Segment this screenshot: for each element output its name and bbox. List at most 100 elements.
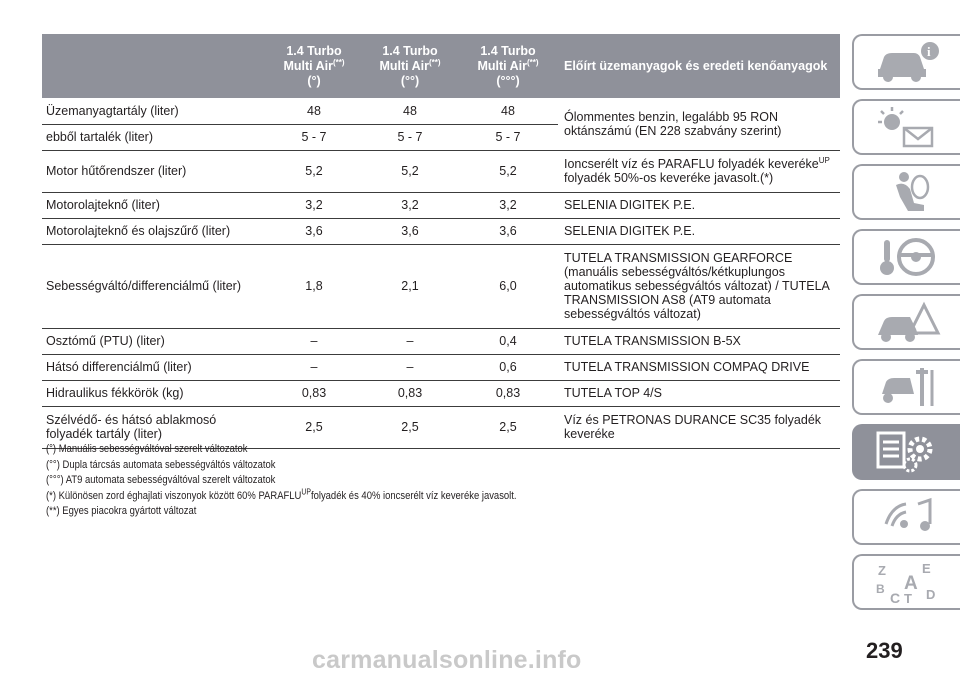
breakdown-icon (878, 301, 941, 342)
row-label: Szélvédő- és hátsó ablakmosó folyadék ta… (42, 406, 266, 449)
value-cell: 3,6 (362, 218, 458, 245)
row-label: Motorolajteknő (liter) (42, 192, 266, 219)
value-cell: 0,6 (458, 354, 558, 381)
technical-data-icon (876, 431, 933, 473)
table-header-row: 1.4 Turbo Multi Air(**) (°) 1.4 Turbo Mu… (42, 34, 840, 98)
tab-index[interactable]: Z E A B C T D (852, 554, 960, 610)
svg-text:T: T (904, 591, 912, 605)
value-cell: 1,8 (266, 244, 362, 329)
value-cell: 0,4 (458, 328, 558, 355)
value-cell: 2,5 (266, 406, 362, 449)
tab-starting-driving[interactable] (852, 229, 960, 285)
value-cell: – (266, 354, 362, 381)
value-cell: – (266, 328, 362, 355)
value-cell: 5 - 7 (362, 124, 458, 151)
row-label: Hátsó differenciálmű (liter) (42, 354, 266, 381)
svg-text:i: i (927, 44, 931, 59)
table-row: Hidraulikus fékkörök (kg) 0,83 0,83 0,83… (42, 380, 840, 407)
svg-text:D: D (926, 587, 935, 602)
fluids-specification-table: 1.4 Turbo Multi Air(**) (°) 1.4 Turbo Mu… (42, 34, 840, 449)
header-blank-cell (42, 34, 266, 98)
value-cell: 3,2 (362, 192, 458, 219)
value-cell: 6,0 (458, 244, 558, 329)
footnotes: (°) Manuális sebességváltóval szerelt vá… (46, 442, 700, 520)
lubricant-cell: Ólommentes benzin, legalább 95 RON oktán… (558, 98, 840, 151)
svg-text:Z: Z (878, 563, 886, 578)
svg-text:A: A (904, 573, 918, 594)
table-row: Szélvédő- és hátsó ablakmosó folyadék ta… (42, 406, 840, 449)
table-row: Sebességváltó/differenciálmű (liter) 1,8… (42, 244, 840, 329)
row-label: Sebességváltó/differenciálmű (liter) (42, 244, 266, 329)
row-label: Motor hűtőrendszer (liter) (42, 150, 266, 193)
row-label: Motorolajteknő és olajszűrő (liter) (42, 218, 266, 245)
tab-warning-lights[interactable] (852, 99, 960, 155)
multimedia-icon (884, 497, 932, 531)
page-number: 239 (866, 638, 903, 663)
value-cell: 48 (362, 98, 458, 125)
row-label: Üzemanyagtartály (liter) (42, 98, 266, 125)
maintenance-tools-icon (882, 368, 934, 406)
table-row: Üzemanyagtartály (liter) 48 48 48 Ólomme… (42, 98, 840, 151)
table-row: Motorolajteknő és olajszűrő (liter) 3,6 … (42, 218, 840, 245)
lubricant-cell: TUTELA TRANSMISSION B-5X (558, 328, 840, 355)
tab-multimedia[interactable] (852, 489, 960, 545)
row-label: ebből tartalék (liter) (42, 124, 266, 151)
footnote-climate: (*) Különösen zord éghajlati viszonyok k… (46, 487, 517, 502)
tab-technical-data[interactable] (852, 424, 960, 480)
footnote-dual-clutch: (°°) Dupla tárcsás automata sebességvált… (46, 458, 276, 471)
header-engine-manual: 1.4 Turbo Multi Air(**) (°) (266, 34, 362, 98)
header-engine-at9: 1.4 Turbo Multi Air(**) (°°°) (458, 34, 558, 98)
value-cell: 0,83 (362, 380, 458, 407)
value-cell: 0,83 (266, 380, 362, 407)
chapter-sidebar: i (852, 34, 960, 619)
lubricant-cell: SELENIA DIGITEK P.E. (558, 192, 840, 219)
value-cell: 3,6 (266, 218, 362, 245)
table-row: Motorolajteknő (liter) 3,2 3,2 3,2 SELEN… (42, 192, 840, 219)
svg-text:E: E (922, 561, 931, 576)
row-label: Osztómű (PTU) (liter) (42, 328, 266, 355)
header-lubricants: Előírt üzemanyagok és eredeti kenőanyago… (558, 34, 840, 98)
value-cell: – (362, 354, 458, 381)
lubricant-cell: TUTELA TOP 4/S (558, 380, 840, 407)
value-cell: 0,83 (458, 380, 558, 407)
table-row: Hátsó differenciálmű (liter) – – 0,6 TUT… (42, 354, 840, 381)
tab-vehicle-info[interactable]: i (852, 34, 960, 90)
car-info-icon: i (878, 42, 939, 82)
tab-maintenance[interactable] (852, 359, 960, 415)
value-cell: 2,1 (362, 244, 458, 329)
footnote-markets: (**) Egyes piacokra gyártott változat (46, 505, 197, 518)
footnote-manual: (°) Manuális sebességváltóval szerelt vá… (46, 443, 248, 455)
lubricant-cell: TUTELA TRANSMISSION GEARFORCE (manuális … (558, 244, 840, 329)
steering-key-icon (880, 238, 935, 276)
value-cell: 5,2 (266, 150, 362, 193)
table-row: Osztómű (PTU) (liter) – – 0,4 TUTELA TRA… (42, 328, 840, 355)
header-engine-dual-clutch: 1.4 Turbo Multi Air(**) (°°) (362, 34, 458, 98)
value-cell: 5,2 (362, 150, 458, 193)
warning-lights-icon (878, 107, 934, 148)
index-icon: Z E A B C T D (876, 561, 935, 605)
value-cell: 3,2 (458, 192, 558, 219)
table-row: ebből tartalék (liter) 5 - 7 5 - 7 5 - 7 (42, 124, 840, 151)
svg-text:C: C (890, 590, 900, 605)
tab-safety[interactable] (852, 164, 960, 220)
value-cell: 48 (266, 98, 362, 125)
value-cell: 5,2 (458, 150, 558, 193)
value-cell: 2,5 (458, 406, 558, 449)
lubricant-cell: Ioncserélt víz és PARAFLU folyadék kever… (558, 150, 840, 193)
value-cell: 3,6 (458, 218, 558, 245)
table-row: Motor hűtőrendszer (liter) 5,2 5,2 5,2 I… (42, 150, 840, 193)
value-cell: 2,5 (362, 406, 458, 449)
value-cell: 5 - 7 (266, 124, 362, 151)
value-cell: 48 (458, 98, 558, 125)
lubricant-cell: Víz és PETRONAS DURANCE SC35 folyadék ke… (558, 406, 840, 449)
lubricant-cell: SELENIA DIGITEK P.E. (558, 218, 840, 245)
value-cell: 5 - 7 (458, 124, 558, 151)
value-cell: – (362, 328, 458, 355)
svg-text:B: B (876, 582, 885, 596)
lubricant-cell: TUTELA TRANSMISSION COMPAQ DRIVE (558, 354, 840, 381)
tab-emergency[interactable] (852, 294, 960, 350)
seat-airbag-icon (896, 172, 930, 211)
value-cell: 3,2 (266, 192, 362, 219)
row-label: Hidraulikus fékkörök (kg) (42, 380, 266, 407)
watermark: carmanualsonline.info (312, 646, 582, 674)
